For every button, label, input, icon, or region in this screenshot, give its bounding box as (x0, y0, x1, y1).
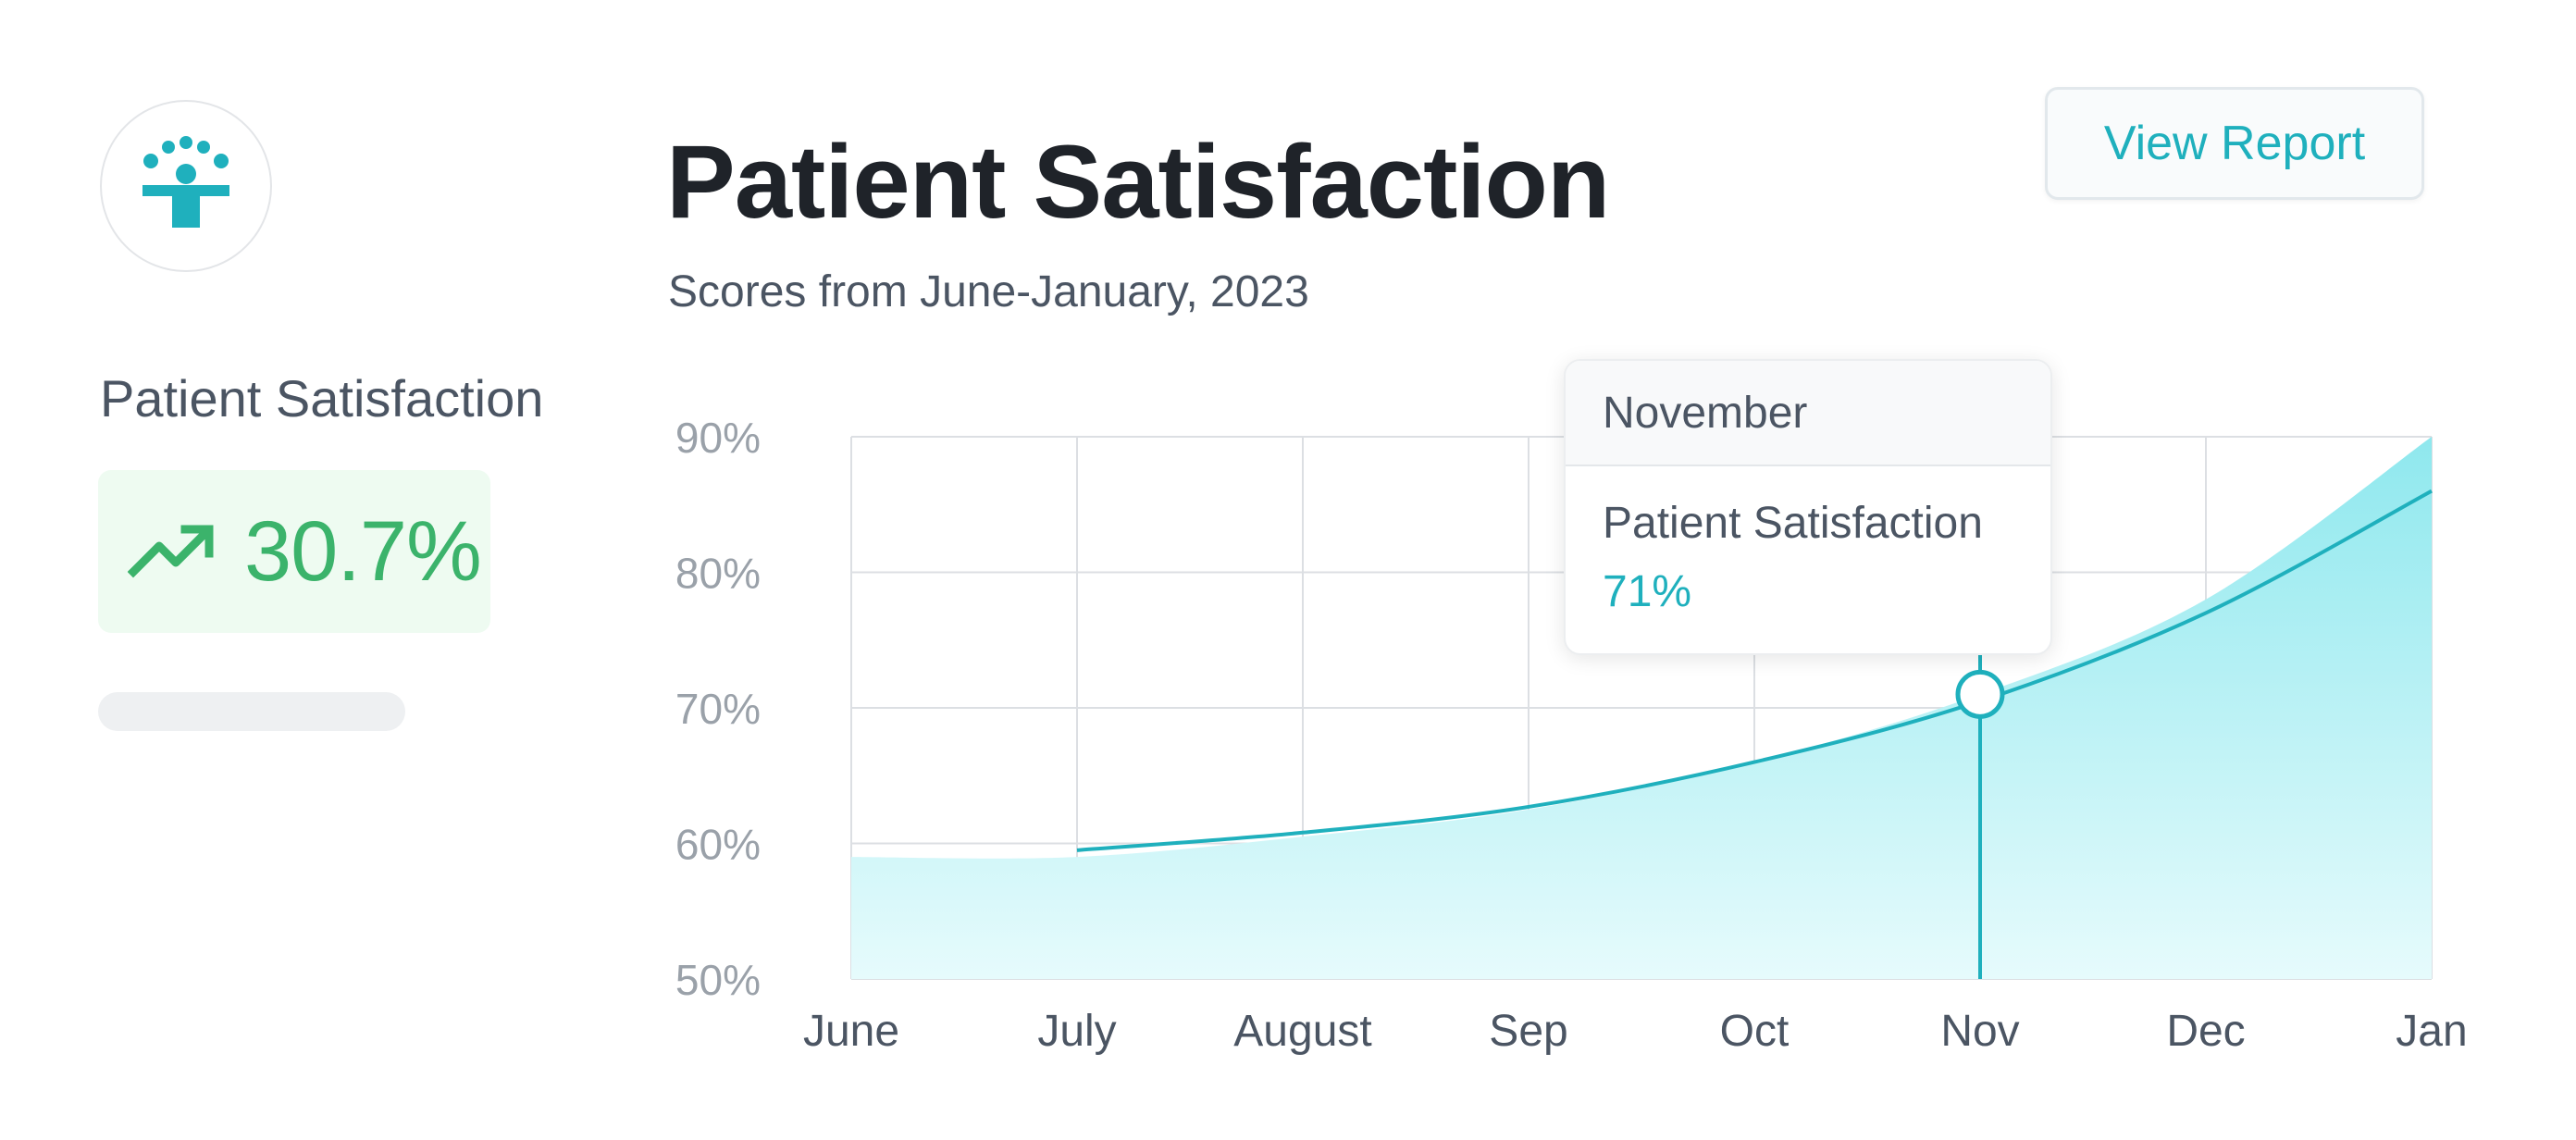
loading-placeholder-bar (98, 692, 405, 731)
x-tick-label: July (1037, 1007, 1116, 1056)
x-tick-label: Sep (1489, 1007, 1567, 1056)
chart-tooltip: November Patient Satisfaction 71% (1564, 359, 2052, 655)
y-tick-label: 60% (675, 821, 761, 869)
view-report-button[interactable]: View Report (2045, 87, 2424, 200)
x-tick-label: August (1233, 1007, 1371, 1056)
x-tick-label: June (803, 1007, 899, 1056)
y-tick-label: 50% (675, 956, 761, 1004)
series-area (851, 437, 2432, 979)
sidebar-metric-label: Patient Satisfaction (100, 369, 544, 428)
x-tick-label: Nov (1940, 1007, 2019, 1056)
tooltip-series-name: Patient Satisfaction (1603, 499, 1983, 548)
x-tick-label: Jan (2396, 1007, 2467, 1056)
metric-change-value: 30.7% (244, 503, 482, 599)
highlight-point (1955, 669, 2005, 719)
y-tick-label: 80% (675, 550, 761, 598)
tooltip-value: 71% (1603, 567, 1692, 616)
logo (100, 100, 272, 272)
metric-change-badge: 30.7% (98, 470, 490, 633)
y-tick-label: 90% (675, 414, 761, 462)
series-line (1076, 489, 2433, 852)
x-tick-label: Oct (1720, 1007, 1790, 1056)
people-arms-icon (142, 136, 229, 228)
page-subtitle: Scores from June-January, 2023 (668, 267, 1309, 316)
trending-up-icon (128, 525, 214, 578)
tooltip-month: November (1566, 361, 2050, 466)
page-title: Patient Satisfaction (666, 124, 1610, 240)
y-tick-label: 70% (675, 685, 761, 733)
x-tick-label: Dec (2166, 1007, 2245, 1056)
